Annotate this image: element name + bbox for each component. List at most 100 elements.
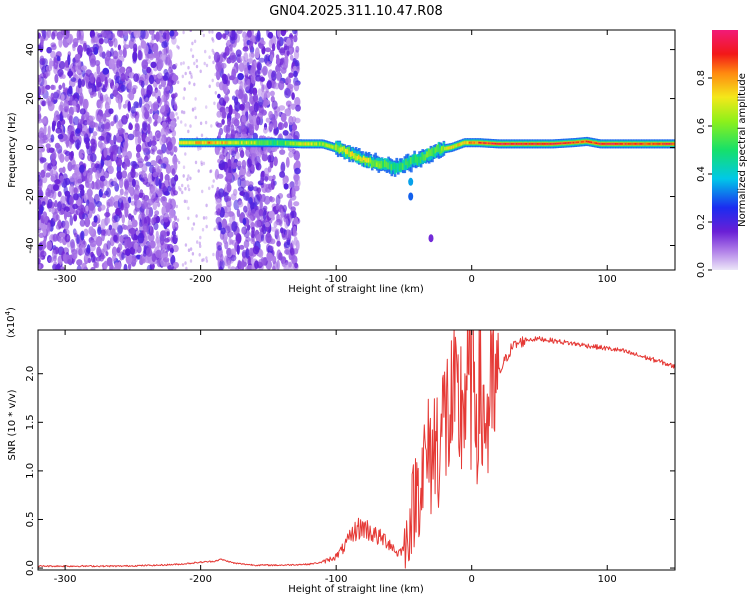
noise-speckle — [118, 99, 122, 110]
ridge-cell — [644, 143, 647, 145]
noise-speckle — [142, 147, 149, 153]
ridge-cell — [358, 155, 361, 160]
noise-speckle — [260, 171, 265, 178]
noise-speckle — [236, 208, 241, 218]
ridge-cell — [226, 141, 229, 145]
noise-speckle — [214, 211, 217, 216]
noise-speckle — [95, 169, 100, 181]
ridge-cell — [289, 141, 293, 145]
noise-speckle — [96, 63, 101, 75]
ridge-cell — [262, 140, 265, 145]
noise-speckle — [77, 59, 82, 70]
noise-speckle — [294, 167, 301, 175]
noise-speckle — [181, 74, 184, 79]
noise-speckle — [273, 156, 278, 167]
noise-speckle — [39, 73, 47, 79]
ridge-cell — [658, 143, 662, 145]
noise-speckle — [58, 37, 63, 48]
noise-speckle — [169, 111, 175, 120]
ridge-cell — [234, 141, 237, 145]
noise-speckle — [52, 184, 60, 191]
snr-frame — [37, 329, 676, 571]
noise-speckle — [161, 41, 168, 49]
noise-speckle — [269, 160, 274, 169]
noise-speckle — [141, 59, 148, 70]
noise-speckle — [285, 246, 290, 256]
noise-speckle — [100, 181, 105, 193]
noise-speckle — [226, 172, 233, 180]
ridge-cell — [239, 140, 242, 145]
noise-speckle — [105, 49, 111, 59]
noise-speckle — [146, 84, 153, 96]
ridge-cell — [636, 143, 639, 145]
ridge-cell — [515, 143, 519, 145]
noise-speckle — [280, 112, 287, 123]
noise-speckle — [222, 74, 228, 85]
noise-speckle — [263, 98, 268, 109]
ridge-cell — [405, 161, 408, 171]
bottom-y-ticks: 0.0 0.5 1.0 1.5 2.0 — [25, 366, 675, 576]
noise-speckle — [292, 225, 297, 237]
noise-speckle — [282, 204, 288, 213]
ridge-cell — [279, 140, 283, 146]
noise-speckle — [145, 97, 149, 104]
noise-speckle — [293, 217, 299, 225]
noise-speckle — [80, 130, 87, 137]
noise-speckle — [128, 81, 132, 90]
noise-speckle — [287, 200, 293, 209]
noise-speckle — [271, 114, 276, 125]
ridge-cell — [325, 143, 329, 147]
noise-speckle — [46, 46, 52, 54]
noise-speckle — [273, 221, 278, 228]
ridge-cell — [393, 163, 397, 169]
noise-speckle — [191, 41, 194, 46]
noise-speckle — [150, 140, 157, 146]
noise-speckle — [284, 108, 291, 115]
ridge-cell — [214, 141, 218, 144]
y-tick-label: 0 — [25, 144, 36, 150]
noise-speckle — [116, 157, 123, 167]
ridge-cell — [213, 141, 216, 145]
ridge-cell — [467, 141, 470, 145]
ridge-cell — [589, 141, 592, 143]
noise-speckle — [123, 225, 128, 230]
noise-speckle — [275, 64, 281, 74]
ridge-cell — [372, 160, 376, 167]
noise-speckle — [214, 91, 217, 95]
noise-speckle — [147, 198, 154, 206]
noise-speckle — [201, 258, 204, 263]
noise-speckle — [184, 123, 187, 127]
noise-speckle — [107, 78, 112, 84]
ridge-cell — [667, 143, 670, 145]
ridge-cell — [593, 142, 597, 144]
noise-speckle — [247, 255, 251, 267]
noise-speckle — [132, 257, 138, 263]
noise-speckle — [64, 155, 70, 162]
ridge-cell — [408, 159, 411, 167]
noise-speckle — [99, 204, 106, 211]
x-tick-label: -200 — [189, 574, 212, 585]
noise-speckle — [105, 187, 111, 198]
noise-speckle — [46, 133, 51, 139]
noise-speckle — [134, 123, 140, 132]
noise-speckle — [56, 263, 61, 270]
noise-speckle — [190, 75, 193, 79]
noise-speckle — [250, 237, 255, 245]
noise-speckle — [122, 147, 128, 158]
ridge-cell — [338, 147, 342, 154]
noise-speckle — [85, 205, 89, 212]
noise-speckle — [99, 142, 106, 150]
noise-speckle — [103, 123, 110, 130]
noise-speckle — [146, 247, 153, 257]
noise-speckle — [93, 261, 98, 268]
noise-speckle — [86, 145, 93, 156]
ridge-cell — [421, 152, 424, 160]
noise-speckle — [212, 51, 215, 55]
ridge-cell — [649, 143, 652, 145]
noise-speckle — [120, 84, 126, 92]
noise-speckle — [160, 163, 167, 169]
noise-speckle — [151, 166, 156, 173]
noise-speckle — [184, 152, 187, 156]
noise-speckle — [111, 246, 118, 257]
noise-speckle — [199, 146, 202, 151]
